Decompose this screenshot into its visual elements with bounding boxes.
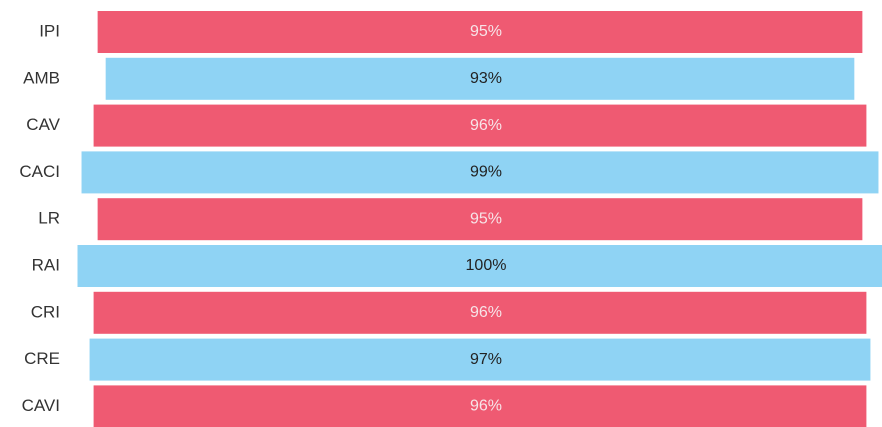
value-label: 96% xyxy=(470,117,502,134)
bar xyxy=(105,57,855,100)
category-label: CAV xyxy=(26,115,60,134)
category-label: LR xyxy=(38,209,60,228)
value-label: 97% xyxy=(470,351,502,368)
bar xyxy=(93,291,867,334)
category-label: CACI xyxy=(19,162,60,181)
category-label: CAVI xyxy=(22,396,60,415)
category-label: IPI xyxy=(39,21,60,40)
bar xyxy=(93,385,867,427)
bar xyxy=(89,338,871,381)
bar xyxy=(97,11,863,53)
value-label: 99% xyxy=(470,164,502,181)
category-label: CRI xyxy=(31,302,60,321)
bar xyxy=(77,245,882,287)
value-label: 96% xyxy=(470,304,502,321)
category-label: RAI xyxy=(32,255,60,274)
value-label: 96% xyxy=(470,398,502,415)
category-label: AMB xyxy=(23,68,60,87)
value-label: 95% xyxy=(470,23,502,40)
value-label: 95% xyxy=(470,210,502,227)
value-label: 100% xyxy=(466,257,507,274)
bar xyxy=(93,104,867,147)
bar xyxy=(97,198,863,241)
value-label: 93% xyxy=(470,70,502,87)
category-label: CRE xyxy=(24,349,60,368)
bar xyxy=(81,151,879,194)
